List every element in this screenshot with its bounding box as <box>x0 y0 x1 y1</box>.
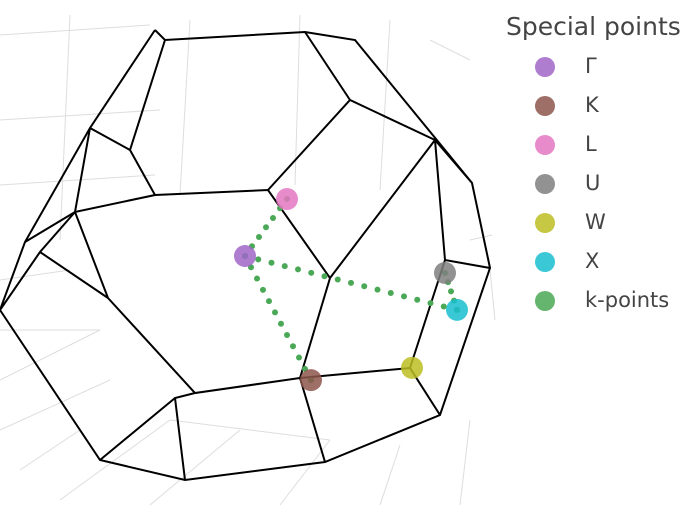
k-point <box>295 266 301 273</box>
k-point <box>427 300 434 307</box>
k-point <box>448 288 454 295</box>
legend-marker <box>535 213 555 233</box>
k-point <box>256 234 262 241</box>
legend-marker <box>535 96 555 116</box>
k-point <box>387 290 394 297</box>
scene-grid <box>0 14 496 506</box>
k-point <box>281 263 288 270</box>
special-point <box>446 298 468 321</box>
k-point <box>308 269 315 276</box>
k-point <box>255 256 262 263</box>
k-point <box>263 224 269 231</box>
special-point <box>434 261 456 284</box>
special-point <box>401 356 423 379</box>
k-point <box>321 273 328 280</box>
legend-marker <box>535 57 555 77</box>
k-point <box>284 331 290 338</box>
legend-label: X <box>585 249 599 273</box>
k-point <box>440 303 447 310</box>
legend-label: Γ <box>585 54 597 78</box>
k-point <box>268 259 275 266</box>
k-point <box>374 286 381 293</box>
k-point <box>361 283 368 290</box>
special-point <box>276 188 298 211</box>
legend-marker <box>535 252 555 272</box>
k-point <box>270 215 276 222</box>
legend-label: W <box>585 210 606 234</box>
legend-label: U <box>585 171 600 195</box>
k-point <box>334 276 341 283</box>
points <box>234 188 468 392</box>
k-point <box>272 309 278 316</box>
legend-label: L <box>585 132 597 156</box>
k-point <box>260 286 266 293</box>
k-point <box>290 343 296 350</box>
k-point <box>348 279 354 286</box>
legend-label: k-points <box>585 288 669 312</box>
legend-label: K <box>585 93 600 117</box>
legend-marker <box>535 135 555 155</box>
k-point <box>266 298 272 305</box>
k-point <box>254 275 260 282</box>
legend-marker <box>535 174 555 194</box>
k-point <box>278 320 284 327</box>
k-point <box>296 354 302 361</box>
k-point <box>414 296 421 303</box>
special-point <box>234 244 256 267</box>
legend-marker <box>535 291 555 311</box>
legend-title: Special points <box>506 12 681 41</box>
k-point <box>401 293 407 300</box>
special-point <box>300 369 322 392</box>
